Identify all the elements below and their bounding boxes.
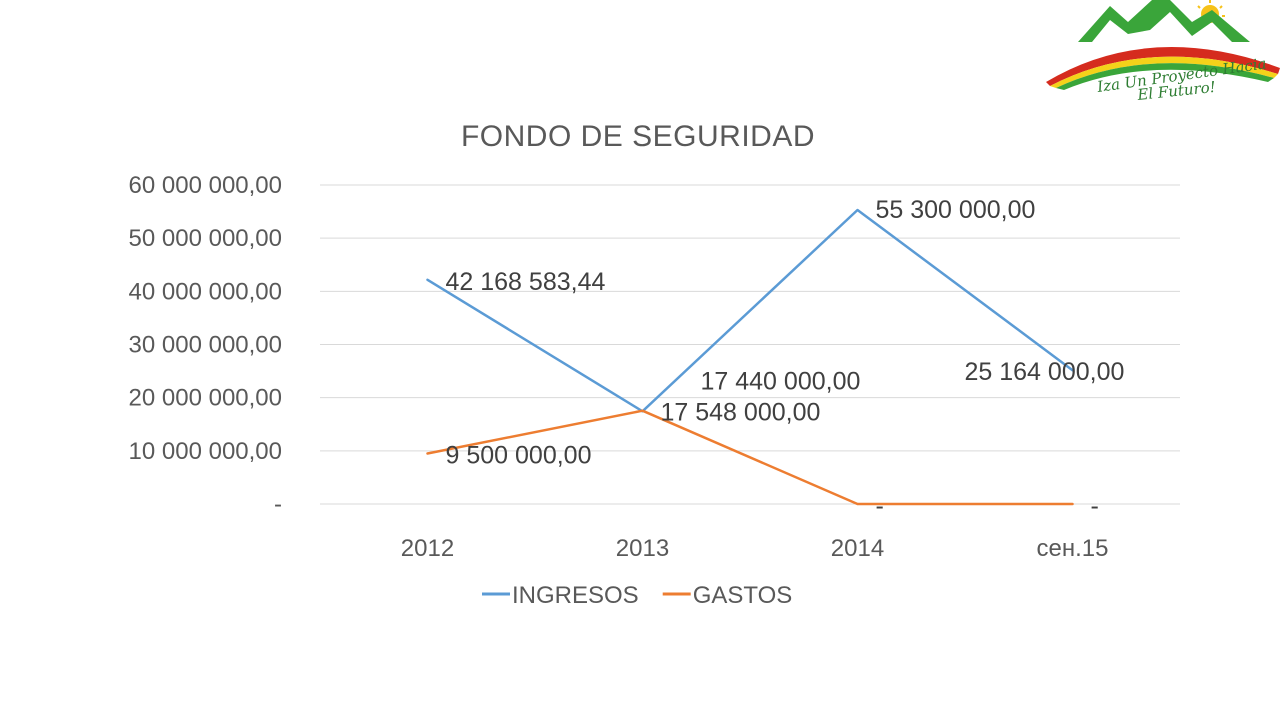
data-label: 42 168 583,44 [446,268,606,296]
data-label: 17 440 000,00 [701,367,861,395]
x-tick-label: 2013 [616,535,669,562]
data-label: 55 300 000,00 [876,196,1036,224]
chart-title: FONDO DE SEGURIDAD [461,120,815,153]
legend-label: GASTOS [693,582,793,609]
series-line-ingresos [426,208,1074,413]
x-tick-label: 2014 [831,535,884,562]
y-axis-ticks: - 10 000 000,00 20 000 000,00 30 000 000,00… [129,172,282,518]
y-tick-label: 10 000 000,00 [129,438,282,465]
legend: INGRESOS GASTOS [482,582,792,609]
x-tick-label: сен.15 [1037,535,1109,562]
data-label: - [1091,492,1099,520]
x-tick-label: 2012 [401,535,454,562]
logo-flag-green-icon [1056,63,1274,90]
data-label: - [876,492,884,520]
y-tick-label: 60 000 000,00 [129,172,282,199]
legend-label: INGRESOS [512,582,639,609]
series-line-gastos [426,409,1074,506]
y-tick-label: 40 000 000,00 [129,278,282,305]
data-label: 25 164 000,00 [965,358,1125,386]
y-tick-label: - [274,491,282,518]
data-labels: 42 168 583,44 17 440 000,00 55 300 000,00 2… [446,196,1125,520]
data-label: 17 548 000,00 [661,399,821,427]
logo: Iza Un Proyecto Hacia El Futuro! [1046,0,1280,104]
y-tick-label: 50 000 000,00 [129,225,282,252]
x-axis-ticks: 2012 2013 2014 сен.15 [401,535,1109,562]
series-lines [426,208,1074,506]
logo-mountain-icon [1078,0,1250,42]
logo-flag-yellow-icon [1050,56,1278,88]
y-tick-label: 30 000 000,00 [129,332,282,359]
data-label: 9 500 000,00 [446,441,592,469]
logo-flag-red-icon [1046,47,1280,86]
y-tick-label: 20 000 000,00 [129,385,282,412]
